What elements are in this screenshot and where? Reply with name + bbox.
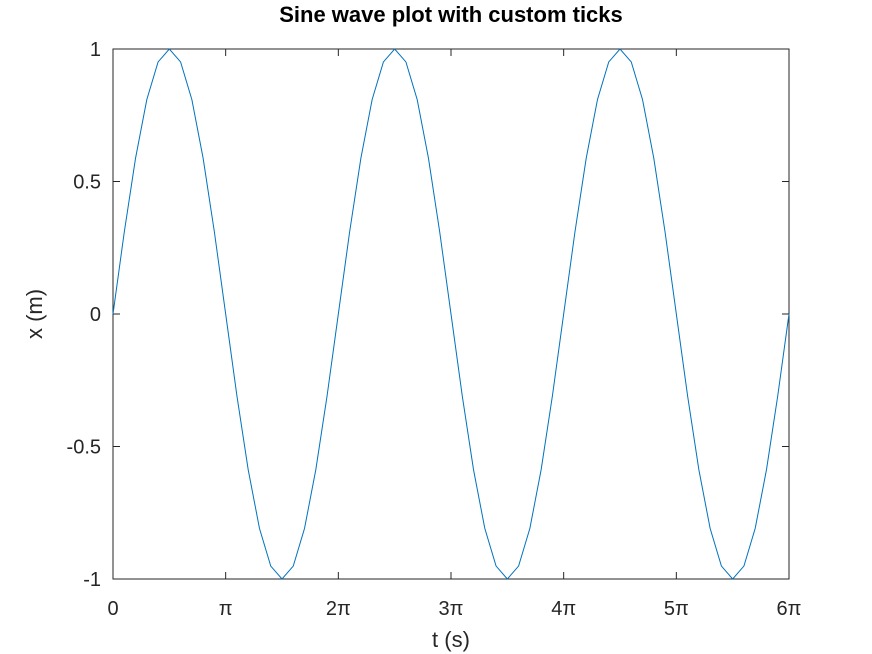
sine-series-line: [112, 48, 790, 580]
x-tick-label: 0: [107, 598, 118, 620]
y-axis-label: x (m): [22, 289, 47, 339]
y-tick-label: -0.5: [67, 437, 101, 459]
y-tick-label: -1: [83, 569, 101, 591]
x-tick-label: 3π: [439, 598, 464, 620]
y-tick-label: 0.5: [73, 172, 101, 194]
x-ticks: 0 π 2π 3π 4π 5π 6π: [107, 49, 801, 620]
y-tick-label: 0: [90, 304, 101, 326]
chart-title: Sine wave plot with custom ticks: [279, 2, 623, 27]
x-axis-label: t (s): [432, 627, 470, 652]
x-tick-label: 6π: [777, 598, 802, 620]
x-tick-label: 4π: [551, 598, 576, 620]
x-tick-label: π: [219, 598, 233, 620]
x-tick-label: 2π: [326, 598, 351, 620]
y-tick-label: 1: [90, 39, 101, 61]
y-ticks: 1 0.5 0 -0.5 -1: [67, 39, 789, 591]
x-tick-label: 5π: [664, 598, 689, 620]
